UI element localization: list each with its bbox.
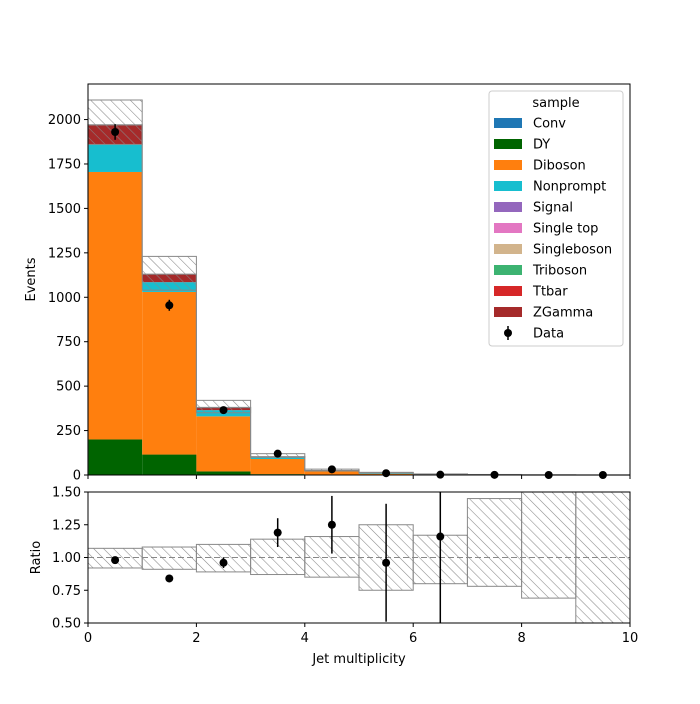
legend-label-triboson: Triboson	[532, 264, 587, 279]
ratio-x-tick-label: 0	[84, 631, 92, 646]
legend-swatch-diboson	[494, 160, 522, 170]
main-y-tick-label: 1000	[48, 291, 81, 306]
legend-label-data: Data	[533, 327, 564, 342]
main-y-tick-label: 1500	[48, 202, 81, 217]
stack-bar-nonprompt-bin-3	[251, 458, 305, 459]
ratio-x-tick-label: 4	[301, 631, 309, 646]
ratio-point-5	[382, 559, 390, 567]
stack-bar-diboson-bin-1	[142, 292, 196, 455]
data-point-1	[165, 301, 173, 309]
main-y-tick-label: 750	[56, 335, 81, 350]
legend-swatch-triboson	[494, 265, 522, 275]
ratio-y-tick-label: 1.25	[52, 518, 81, 533]
legend-label-dy: DY	[533, 138, 550, 153]
legend-data-marker	[504, 329, 512, 337]
stack-bar-dy-bin-1	[142, 455, 196, 475]
legend-swatch-conv	[494, 118, 522, 128]
data-point-4	[328, 465, 336, 473]
legend-swatch-zgamma	[494, 307, 522, 317]
main-y-tick-label: 1250	[48, 246, 81, 261]
legend-label-nonprompt: Nonprompt	[533, 180, 606, 195]
ratio-x-tick-label: 8	[517, 631, 525, 646]
main-y-tick-label: 500	[56, 380, 81, 395]
legend-label-diboson: Diboson	[533, 159, 586, 174]
legend-label-zgamma: ZGamma	[533, 306, 593, 321]
ratio-x-tick-label: 10	[622, 631, 639, 646]
ratio-point-2	[220, 559, 228, 567]
ratio-point-6	[436, 533, 444, 541]
legend-swatch-ttbar	[494, 286, 522, 296]
ratio-point-4	[328, 521, 336, 529]
legend-swatch-single-top	[494, 223, 522, 233]
ratio-y-axis-label: Ratio	[29, 541, 44, 574]
legend-label-single-top: Single top	[533, 222, 598, 237]
ratio-band-bin-7	[467, 499, 521, 587]
legend-label-conv: Conv	[533, 117, 566, 132]
x-axis-label: Jet multiplicity	[311, 652, 406, 667]
legend-label-ttbar: Ttbar	[532, 285, 568, 300]
legend-swatch-nonprompt	[494, 181, 522, 191]
ratio-point-3	[274, 529, 282, 537]
ratio-y-tick-label: 1.00	[52, 551, 81, 566]
stack-bar-dy-bin-2	[196, 471, 250, 475]
legend: sample Conv DY Diboson Nonprompt Signal Single…	[489, 91, 623, 346]
main-y-tick-label: 2000	[48, 113, 81, 128]
uncertainty-band-bin-1	[142, 256, 196, 290]
ratio-x-tick-label: 6	[409, 631, 417, 646]
stack-bar-diboson-bin-2	[196, 416, 250, 471]
stack-bar-diboson-bin-0	[88, 172, 142, 439]
legend-label-signal: Signal	[533, 201, 573, 216]
ratio-y-tick-label: 0.50	[52, 617, 81, 632]
legend-label-singleboson: Singleboson	[533, 243, 612, 258]
stack-bar-dy-bin-0	[88, 439, 142, 475]
ratio-band-bin-1	[142, 547, 196, 569]
data-point-0	[111, 128, 119, 136]
legend-title: sample	[532, 96, 579, 111]
ratio-x-tick-label: 2	[192, 631, 200, 646]
data-point-5	[382, 469, 390, 477]
main-y-axis-label: Events	[24, 257, 39, 301]
main-plot: 0 250 500 750 1000 1250 1500 1750 2000 Events samp…	[24, 84, 630, 484]
legend-swatch-singleboson	[494, 244, 522, 254]
main-y-tick-label: 250	[56, 424, 81, 439]
stack-bar-nonprompt-bin-0	[88, 144, 142, 172]
main-y-tick-label: 1750	[48, 157, 81, 172]
legend-swatch-dy	[494, 139, 522, 149]
legend-swatch-signal	[494, 202, 522, 212]
ratio-point-0	[111, 556, 119, 564]
ratio-y-tick-label: 1.50	[52, 486, 81, 501]
data-point-2	[220, 406, 228, 414]
ratio-y-tick-label: 0.75	[52, 584, 81, 599]
data-point-3	[274, 450, 282, 458]
ratio-band-bin-8	[522, 492, 576, 598]
ratio-point-1	[165, 574, 173, 582]
main-y-tick-label: 0	[73, 469, 81, 484]
stack-bar-diboson-bin-3	[251, 459, 305, 474]
